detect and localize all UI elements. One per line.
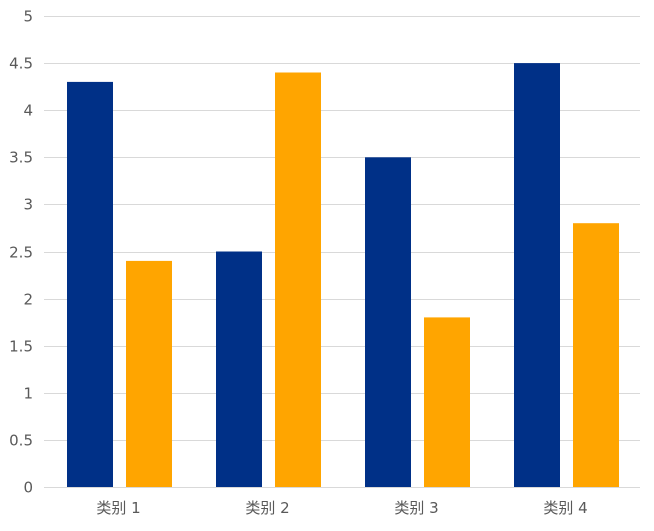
y-tick-label: 0 xyxy=(23,479,33,497)
x-category-label: 类别 2 xyxy=(245,499,289,517)
x-category-label: 类别 3 xyxy=(394,499,438,517)
y-tick-label: 4.5 xyxy=(9,55,33,73)
y-tick-label: 5 xyxy=(23,8,33,26)
bar-series-2-category-2 xyxy=(275,72,321,487)
y-tick-label: 0.5 xyxy=(9,432,33,450)
x-category-label: 类别 1 xyxy=(96,499,140,517)
y-tick-label: 3 xyxy=(23,196,33,214)
y-tick-label: 1 xyxy=(23,385,33,403)
y-axis-tick-labels: 0 0.5 1 1.5 2 2.5 3 3.5 4 4.5 5 xyxy=(9,8,33,497)
x-category-label: 类别 4 xyxy=(543,499,587,517)
bar-series-2-category-3 xyxy=(424,317,470,487)
bar-series-2-category-1 xyxy=(126,260,172,487)
bar-series-1-category-4 xyxy=(514,63,560,487)
bar-series-1-category-2 xyxy=(216,251,262,487)
y-tick-label: 1.5 xyxy=(9,338,33,356)
bar-series-1-category-1 xyxy=(67,81,113,488)
y-tick-label: 2.5 xyxy=(9,244,33,262)
x-axis-category-labels: 类别 1 类别 2 类别 3 类别 4 xyxy=(96,499,587,517)
bars xyxy=(67,63,619,488)
y-tick-label: 4 xyxy=(23,102,33,120)
bar-series-2-category-4 xyxy=(573,223,619,487)
bar-series-1-category-3 xyxy=(365,157,411,488)
y-tick-label: 2 xyxy=(23,291,33,309)
y-tick-label: 3.5 xyxy=(9,149,33,167)
